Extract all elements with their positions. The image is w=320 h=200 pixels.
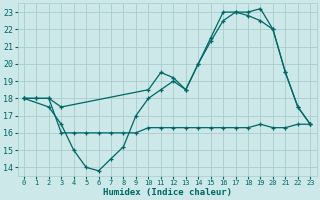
X-axis label: Humidex (Indice chaleur): Humidex (Indice chaleur) — [103, 188, 232, 197]
